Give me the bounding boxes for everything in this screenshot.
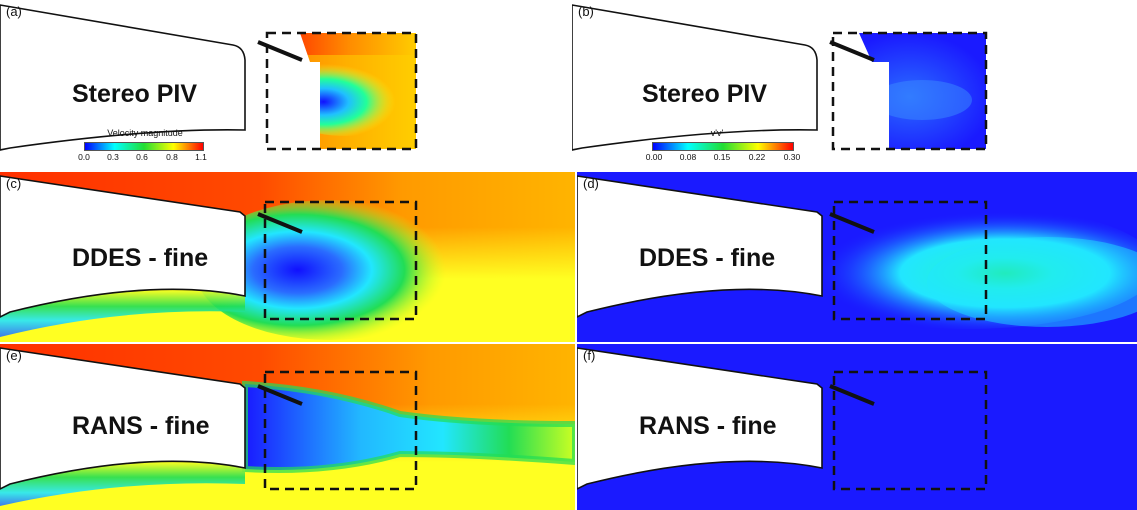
method-label: DDES - fine <box>72 244 209 272</box>
panel-label: (b) <box>578 4 594 19</box>
panel-label: (e) <box>6 348 22 363</box>
measurement-window <box>265 31 418 151</box>
colorbar-gradient <box>652 142 794 151</box>
colorbar-tick: 0.22 <box>748 152 766 162</box>
piv-velocity-field <box>0 4 418 151</box>
measurement-window <box>832 200 988 321</box>
measurement-window <box>263 370 418 491</box>
method-label: Stereo PIV <box>72 80 198 108</box>
panel-b: (b) Stereo PIV v'v' 0.00 0.08 0.15 0.22 … <box>572 0 1137 170</box>
method-label: DDES - fine <box>639 244 776 272</box>
ddes-velocity-field <box>0 172 575 342</box>
method-label: Stereo PIV <box>642 80 768 108</box>
measurement-window <box>831 31 988 151</box>
rans-velocity-field <box>0 344 575 510</box>
vane <box>257 40 303 62</box>
measurement-window <box>263 200 418 321</box>
panel-f: (f) RANS - fine <box>577 344 1137 510</box>
panel-label: (d) <box>583 176 599 191</box>
colorbar-tick: 0.0 <box>78 152 90 162</box>
vane <box>829 212 875 234</box>
ddes-stress-field <box>577 172 1137 342</box>
panel-label: (c) <box>6 176 22 191</box>
colorbar-gradient <box>84 142 204 151</box>
colorbar-tick: 0.30 <box>783 152 801 162</box>
colorbar-tick: 0.08 <box>679 152 697 162</box>
method-label: RANS - fine <box>72 412 210 440</box>
vane <box>829 40 875 62</box>
rans-stress-field <box>577 344 1137 510</box>
colorbar-title: v'v' <box>710 128 724 138</box>
piv-stress-field <box>572 4 988 151</box>
colorbar-tick: 0.8 <box>166 152 178 162</box>
method-label: RANS - fine <box>639 412 777 440</box>
colorbar-tick: 0.00 <box>645 152 663 162</box>
colorbar-tick: 0.3 <box>107 152 119 162</box>
panel-d: (d) DDES - fine <box>577 172 1137 342</box>
measurement-window <box>832 370 988 491</box>
panel-c: (c) DDES - fine <box>0 172 575 342</box>
colorbar-title: Velocity magnitude <box>107 128 183 138</box>
panel-label: (f) <box>583 348 596 363</box>
panel-label: (a) <box>6 4 22 19</box>
colorbar-tick: 1.1 <box>195 152 207 162</box>
colorbar-tick: 0.15 <box>713 152 731 162</box>
colorbar-tick: 0.6 <box>136 152 148 162</box>
panel-a: (a) Stereo PIV Velocity magnitude 0.0 0.… <box>0 0 575 170</box>
vane <box>829 384 875 406</box>
panel-e: (e) RANS - fine <box>0 344 575 510</box>
vane <box>257 212 303 234</box>
